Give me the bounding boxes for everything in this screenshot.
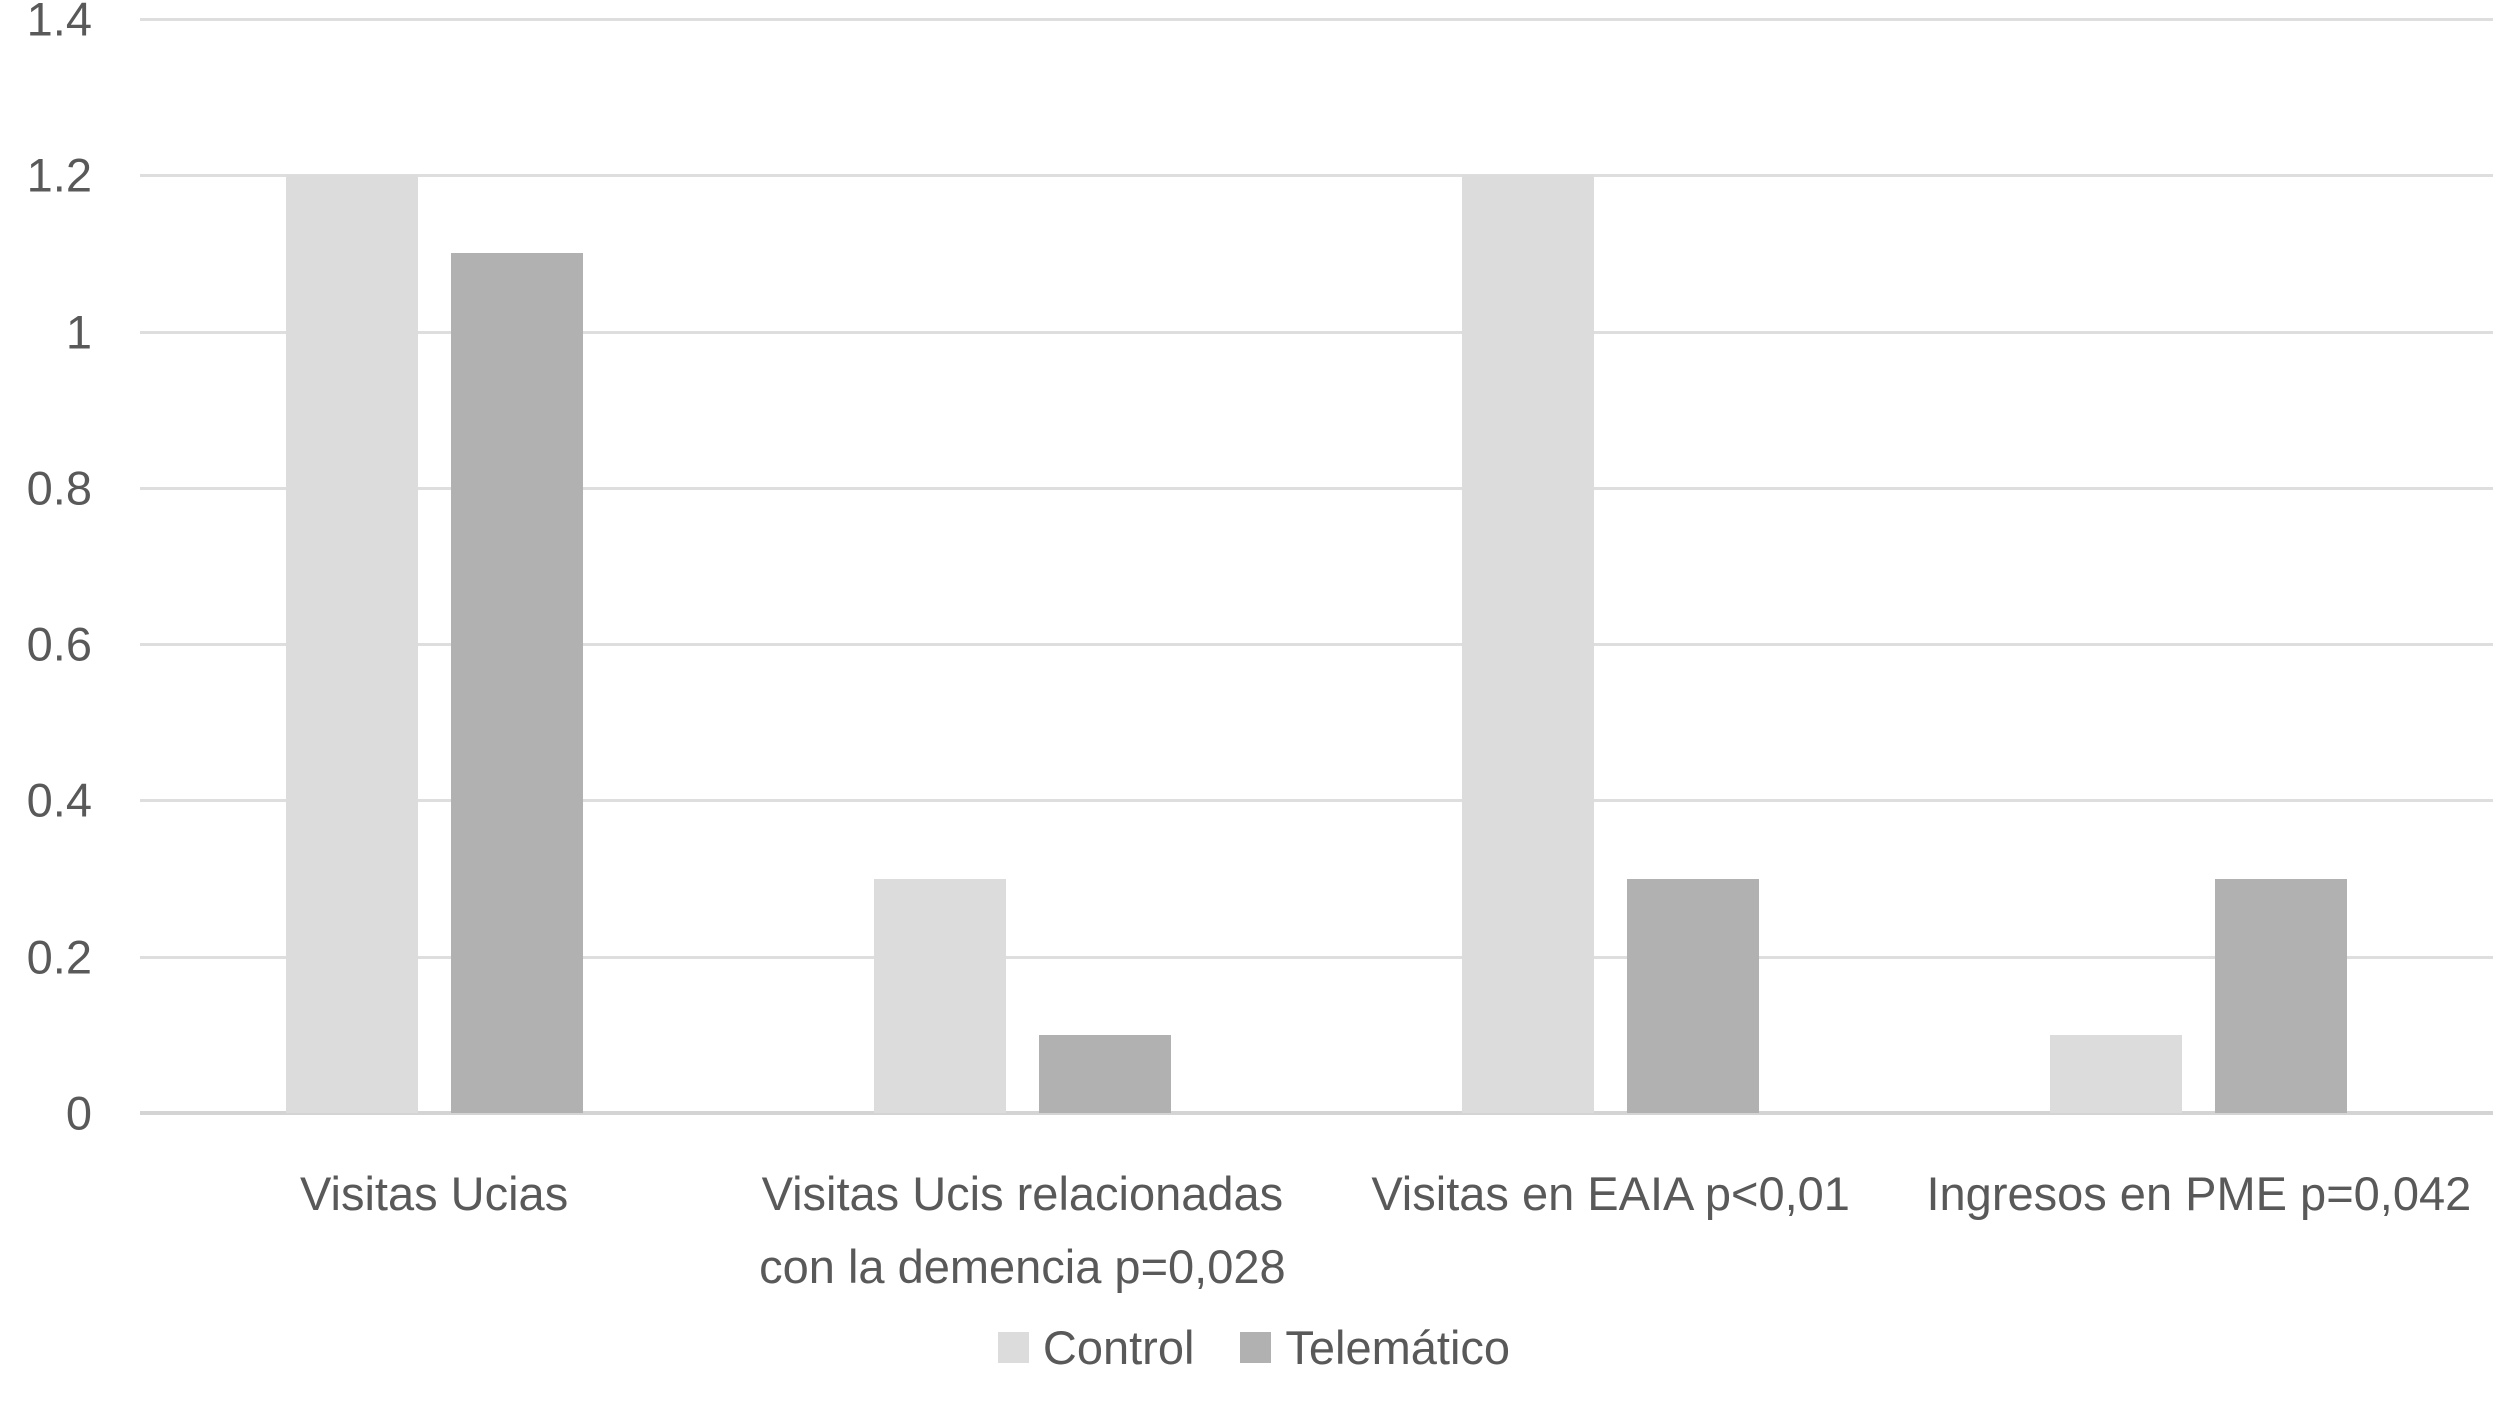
legend-item-telematico: Telemático: [1240, 1320, 1510, 1375]
legend-swatch: [997, 1332, 1029, 1363]
bar-group-1: [140, 19, 728, 1113]
gridline: [140, 799, 2493, 803]
bar-control-2: [873, 878, 1006, 1113]
category-label-1: Visitas Ucias: [300, 1167, 569, 1220]
y-tick-label: 0.4: [26, 773, 92, 827]
category-label-3: Visitas en EAIA p<0,01: [1371, 1167, 1850, 1220]
bar-telematico-4: [2215, 878, 2348, 1113]
y-tick-label: 0.6: [26, 617, 92, 671]
y-tick-label: 1.2: [26, 148, 92, 202]
bar-control-3: [1462, 175, 1595, 1113]
bar-control-4: [2050, 1034, 2183, 1113]
bar-group-4: [1905, 19, 2493, 1113]
bar-telematico-3: [1627, 878, 1760, 1113]
legend-label-control: Control: [1042, 1321, 1195, 1374]
category-label-4: Ingresos en PME p=0,042: [1926, 1167, 2472, 1220]
y-tick-label: 1.4: [26, 0, 92, 46]
y-tick-label: 0.8: [26, 461, 92, 515]
legend-label-telematico: Telemático: [1285, 1321, 1511, 1374]
x-axis-line: [140, 1111, 2493, 1115]
y-axis-labels: 0 0.2 0.4 0.6 0.8 1 1.2 1.4: [0, 0, 92, 1137]
gridline: [140, 643, 2493, 647]
legend-item-control: Control: [997, 1320, 1195, 1375]
legend: Control Telemático: [0, 1320, 2508, 1375]
bar-group-3: [1317, 19, 1905, 1113]
gridline: [140, 18, 2493, 21]
category-label-2: Visitas Ucis relacionadas con la demenci…: [759, 1167, 1286, 1293]
gridline: [140, 174, 2493, 178]
gridline: [140, 486, 2493, 490]
y-tick-label: 0.2: [26, 930, 92, 984]
gridline: [140, 955, 2493, 959]
y-tick-label: 1: [65, 305, 92, 359]
bar-telematico-1: [450, 253, 583, 1113]
gridline: [140, 330, 2493, 334]
bar-control-1: [285, 175, 418, 1113]
plot-area: [140, 18, 2493, 1115]
legend-swatch: [1240, 1332, 1272, 1363]
x-axis-labels: Visitas Ucias Visitas Ucis relacionadas …: [140, 1158, 2493, 1304]
bar-group-2: [728, 19, 1316, 1113]
y-tick-label: 0: [65, 1086, 92, 1140]
bar-telematico-2: [1038, 1034, 1171, 1113]
